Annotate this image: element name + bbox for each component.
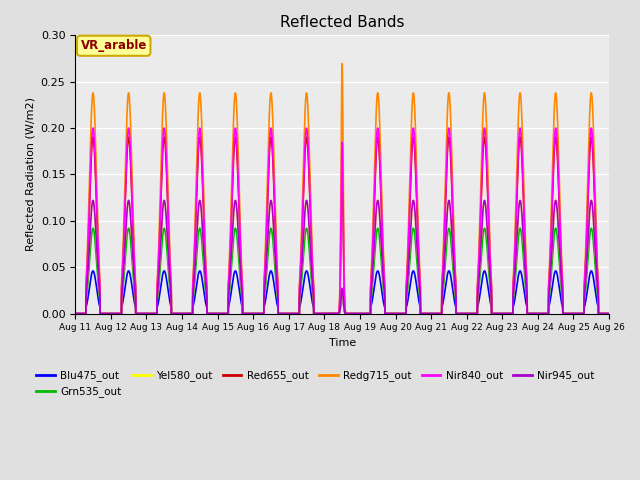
Title: Reflected Bands: Reflected Bands [280,15,404,30]
Legend: Blu475_out, Grn535_out, Yel580_out, Red655_out, Redg715_out, Nir840_out, Nir945_: Blu475_out, Grn535_out, Yel580_out, Red6… [32,366,599,401]
Text: VR_arable: VR_arable [81,39,147,52]
X-axis label: Time: Time [328,338,356,348]
Y-axis label: Reflected Radiation (W/m2): Reflected Radiation (W/m2) [25,97,35,252]
